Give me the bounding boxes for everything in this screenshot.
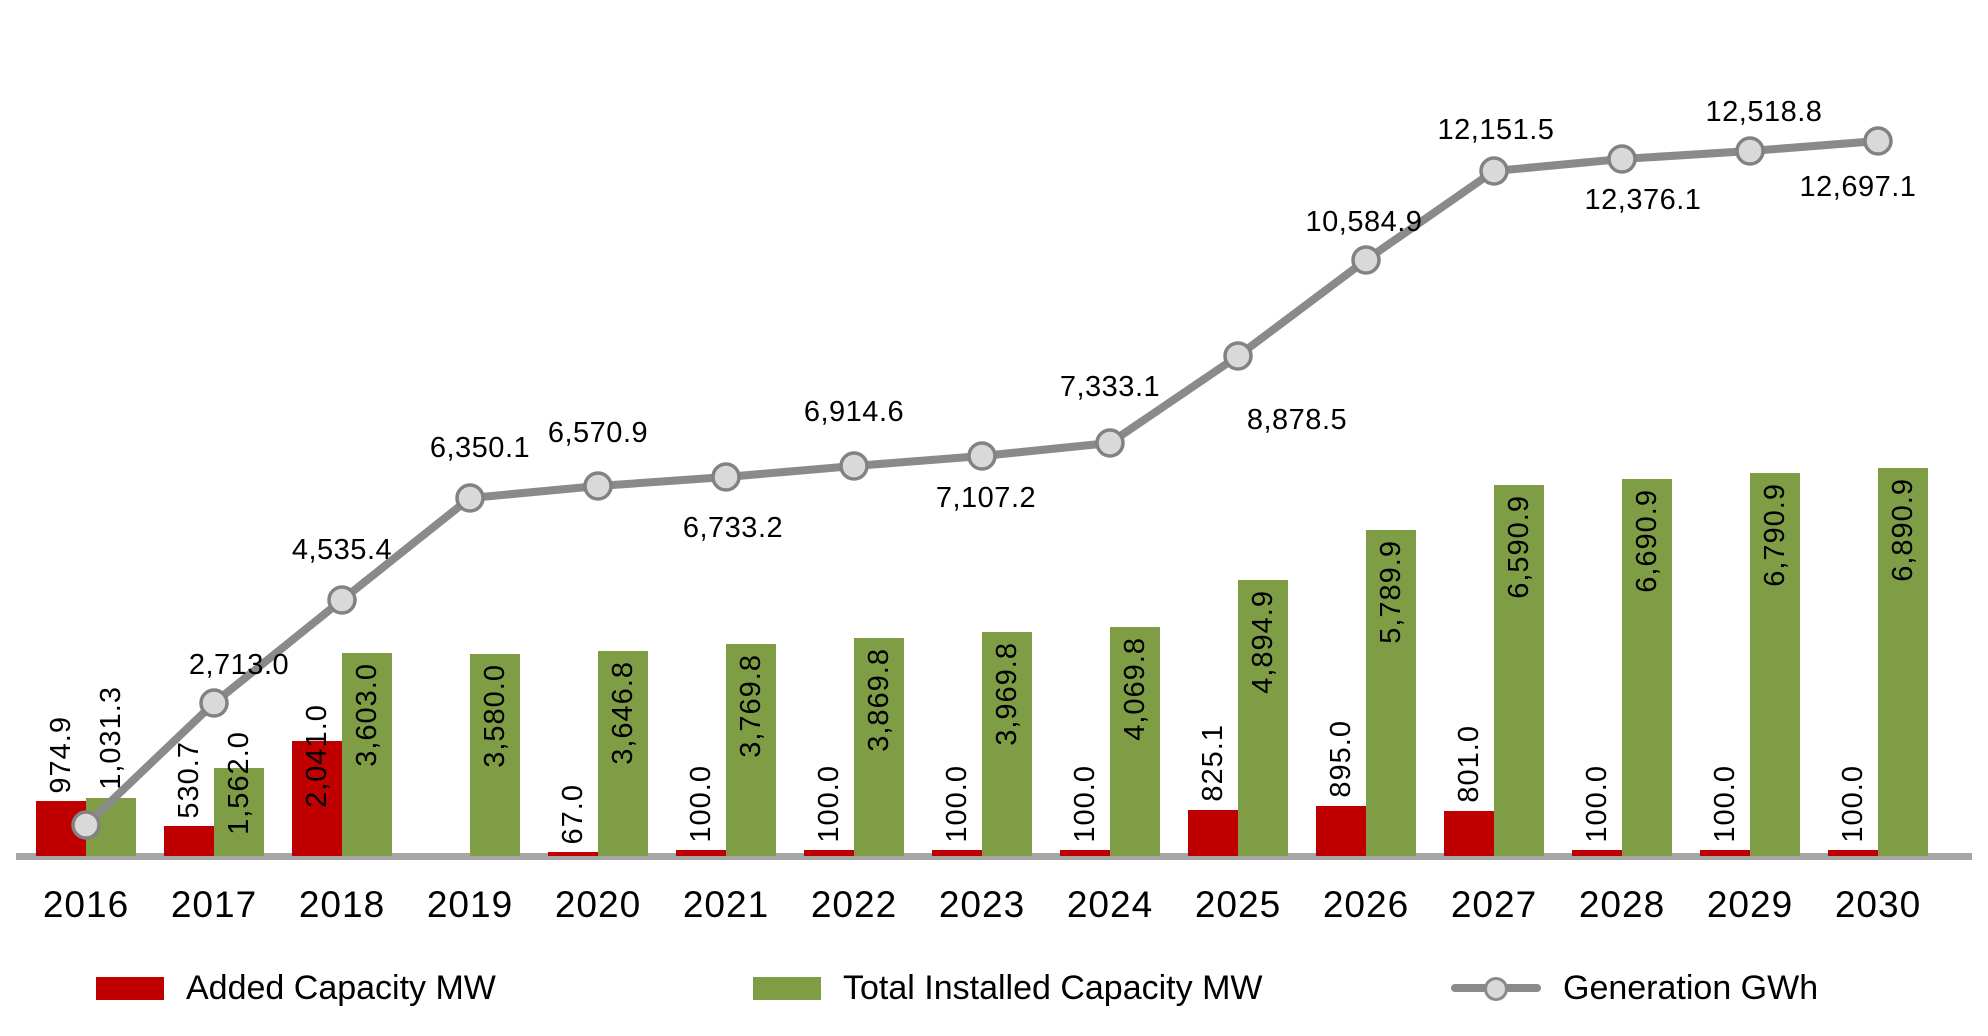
added-capacity-bar	[1572, 850, 1622, 856]
legend-item-added: Added Capacity MW	[96, 966, 496, 1010]
generation-marker	[839, 451, 869, 481]
generation-marker	[455, 483, 485, 513]
added-capacity-bar	[1700, 850, 1750, 856]
legend-line-dot	[1484, 977, 1508, 1001]
added-capacity-bar	[1060, 850, 1110, 856]
legend-item-generation: Generation GWh	[1451, 966, 1818, 1010]
x-axis-year-label: 2024	[1066, 884, 1154, 925]
generation-marker	[71, 810, 101, 840]
generation-marker	[1607, 144, 1637, 174]
generation-marker	[967, 441, 997, 471]
total-capacity-bar	[1238, 580, 1288, 856]
generation-value-label: 10,584.9	[1305, 206, 1423, 238]
generation-marker	[1735, 136, 1765, 166]
x-axis-year-label: 2029	[1706, 884, 1794, 925]
added-capacity-bar	[804, 850, 854, 856]
total-capacity-bar	[854, 637, 904, 856]
total-capacity-bar	[1494, 484, 1544, 856]
added-capacity-bar	[164, 826, 214, 856]
generation-value-label: 6,570.9	[547, 417, 649, 449]
total-capacity-bar	[342, 653, 392, 856]
added-capacity-bar	[1188, 809, 1238, 856]
added-capacity-bar	[292, 741, 342, 856]
generation-value-label: 6,350.1	[429, 432, 531, 464]
x-axis-year-label: 2020	[554, 884, 642, 925]
total-capacity-bar	[982, 632, 1032, 856]
added-capacity-bar	[1444, 810, 1494, 856]
x-axis-year-label: 2017	[170, 884, 258, 925]
generation-value-label: 2,713.0	[188, 649, 290, 681]
added-capacity-bar	[1828, 850, 1878, 856]
added-capacity-bar	[1316, 805, 1366, 856]
x-axis-line	[16, 853, 1972, 860]
generation-value-label: 6,914.6	[803, 396, 905, 428]
generation-value-label: 7,333.1	[1059, 371, 1161, 403]
total-capacity-bar	[1366, 529, 1416, 856]
x-axis-year-label: 2026	[1322, 884, 1410, 925]
added-capacity-swatch-icon	[96, 976, 164, 1000]
total-capacity-bar	[1750, 473, 1800, 856]
total-capacity-swatch-icon	[753, 976, 821, 1000]
generation-value-label: 12,697.1	[1799, 171, 1917, 203]
generation-marker	[199, 688, 229, 718]
x-axis-year-label: 2028	[1578, 884, 1666, 925]
legend-label-added: Added Capacity MW	[186, 969, 496, 1007]
generation-value-label: 4,535.4	[291, 534, 393, 566]
generation-value-label: 12,151.5	[1437, 114, 1555, 146]
x-axis-year-label: 2016	[42, 884, 130, 925]
generation-marker	[1223, 341, 1253, 371]
generation-marker	[1479, 156, 1509, 186]
total-capacity-bar	[726, 643, 776, 856]
generation-value-label: 12,376.1	[1584, 184, 1702, 216]
legend-item-total: Total Installed Capacity MW	[753, 966, 1263, 1010]
x-axis-year-label: 2022	[810, 884, 898, 925]
total-capacity-bar	[598, 650, 648, 856]
added-capacity-bar	[932, 850, 982, 856]
x-axis-year-label: 2018	[298, 884, 386, 925]
x-axis-year-label: 2025	[1194, 884, 1282, 925]
generation-marker	[1095, 428, 1125, 458]
added-capacity-bar	[548, 852, 598, 856]
total-capacity-bar	[214, 768, 264, 856]
x-axis-year-label: 2021	[682, 884, 770, 925]
x-axis-year-label: 2030	[1834, 884, 1922, 925]
generation-value-label: 12,518.8	[1705, 96, 1823, 128]
total-capacity-bar	[1878, 467, 1928, 856]
legend-label-total: Total Installed Capacity MW	[843, 969, 1263, 1007]
generation-marker	[583, 471, 613, 501]
generation-marker	[711, 462, 741, 492]
legend-label-generation: Generation GWh	[1563, 969, 1819, 1007]
generation-value-label: 8,878.5	[1246, 404, 1348, 436]
generation-marker	[1863, 126, 1893, 156]
total-capacity-bar	[1622, 479, 1672, 856]
added-capacity-bar	[676, 850, 726, 856]
generation-marker	[1351, 245, 1381, 275]
generation-value-label: 6,733.2	[682, 512, 784, 544]
generation-value-label: 7,107.2	[935, 482, 1037, 514]
x-axis-year-label: 2023	[938, 884, 1026, 925]
generation-marker	[327, 585, 357, 615]
total-capacity-bar	[1110, 626, 1160, 856]
x-axis-year-label: 2019	[426, 884, 514, 925]
total-capacity-bar	[470, 654, 520, 856]
x-axis-year-label: 2027	[1450, 884, 1538, 925]
generation-line-marker-icon	[1451, 966, 1541, 1010]
